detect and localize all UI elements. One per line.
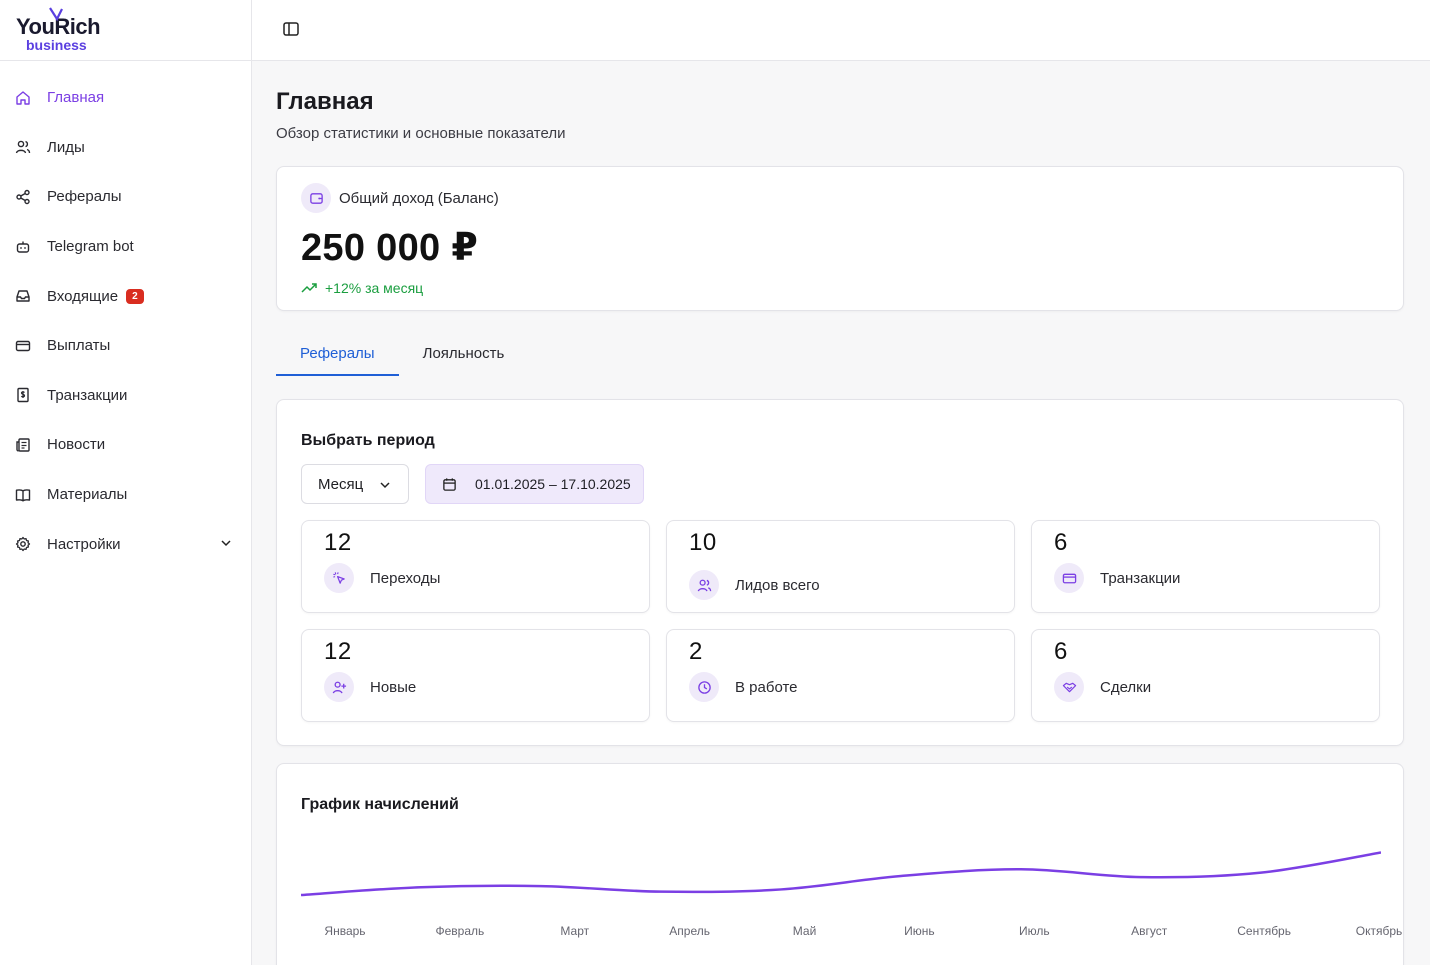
balance-value: 250 000 ₽ xyxy=(301,227,479,269)
topbar xyxy=(252,0,1430,61)
series-line xyxy=(301,851,1381,897)
sidebar-item-label: Главная xyxy=(47,89,105,107)
cursor-click-icon xyxy=(324,563,354,593)
x-tick-label: Март xyxy=(560,924,590,938)
stat-value: 2 xyxy=(689,638,703,665)
x-tick-label: Май xyxy=(792,924,817,938)
chart-card: График начислений Январь Февраль Март Апрел… xyxy=(276,763,1404,965)
sidebar-item-label: Рефералы xyxy=(47,188,122,206)
home-icon xyxy=(15,90,31,106)
period-card: Выбрать период Месяц 01.01.2025 – 17.10.… xyxy=(276,399,1404,746)
sidebar-item-label: Лиды xyxy=(47,138,85,156)
x-tick-label: Август xyxy=(1131,924,1168,938)
sidebar-item-newspaper[interactable]: Новости xyxy=(0,420,251,470)
handshake-icon xyxy=(1054,672,1084,702)
user-plus-icon xyxy=(324,672,354,702)
sidebar-item-home[interactable]: Главная xyxy=(0,73,251,123)
stat-value: 12 xyxy=(324,529,352,556)
inbox-icon xyxy=(15,288,31,304)
sidebar-item-label: Транзакции xyxy=(47,386,128,404)
logo-mark-icon xyxy=(49,7,63,22)
sidebar: YouRich business Главная Лиды Рефералы Tele… xyxy=(0,0,252,965)
stat-card: 12 Новые xyxy=(301,629,650,722)
credit-card-icon xyxy=(1054,563,1084,593)
main-content: Главная Обзор статистики и основные пока… xyxy=(276,61,1404,965)
x-axis-labels: Январь Февраль Март Апрель Май Июнь Июль Август… xyxy=(301,924,1402,940)
sidebar-item-receipt[interactable]: Транзакции xyxy=(0,371,251,421)
sidebar-item-label: Материалы xyxy=(47,486,128,504)
stat-value: 12 xyxy=(324,638,352,665)
date-range-value: 01.01.2025 – 17.10.2025 xyxy=(475,476,631,492)
x-tick-label: Апрель xyxy=(669,924,711,938)
logo[interactable]: YouRich business xyxy=(0,0,251,61)
gear-icon xyxy=(15,536,31,552)
stat-label: Переходы xyxy=(370,569,441,587)
wallet-icon xyxy=(301,183,331,213)
sidebar-item-users[interactable]: Лиды xyxy=(0,123,251,173)
chart-title: График начислений xyxy=(301,796,459,813)
sidebar-item-book[interactable]: Материалы xyxy=(0,470,251,520)
tab-referrals[interactable]: Рефералы xyxy=(276,333,399,376)
sidebar-item-label: Входящие xyxy=(47,287,119,305)
stat-label: Транзакции xyxy=(1100,569,1181,587)
period-select[interactable]: Месяц xyxy=(301,464,409,504)
chevron-down-icon xyxy=(380,482,390,489)
sidebar-item-inbox[interactable]: Входящие 2 xyxy=(0,271,251,321)
stat-card: 6 Сделки xyxy=(1031,629,1380,722)
sidebar-nav: Главная Лиды Рефералы Telegram bot Входящие 2… xyxy=(0,61,251,569)
x-tick-label: Январь xyxy=(324,924,366,938)
tab-loyalty[interactable]: Лояльность xyxy=(422,345,505,362)
date-range-picker[interactable]: 01.01.2025 – 17.10.2025 xyxy=(425,464,644,504)
share-icon xyxy=(15,189,31,205)
stat-label: Новые xyxy=(370,678,417,696)
page-title: Главная xyxy=(276,88,374,115)
users-icon xyxy=(15,139,31,155)
sidebar-toggle-icon[interactable] xyxy=(282,20,300,38)
sidebar-item-gear[interactable]: Настройки xyxy=(0,519,251,569)
page-subtitle: Обзор статистики и основные показатели xyxy=(276,125,566,142)
stat-label: Лидов всего xyxy=(735,576,820,594)
balance-growth: +12% за месяц xyxy=(325,280,424,296)
stat-card: 12 Переходы xyxy=(301,520,650,613)
sidebar-item-label: Настройки xyxy=(47,535,121,553)
trending-up-icon xyxy=(301,283,317,293)
stat-card: 6 Транзакции xyxy=(1031,520,1380,613)
stat-card: 10 Лидов всего xyxy=(666,520,1015,613)
tabs: Рефералы Лояльность xyxy=(276,333,1404,376)
stats-grid: 12 Переходы 10 Лидов всего 6 Транзакции 12 Новы… xyxy=(301,520,1380,722)
period-title: Выбрать период xyxy=(301,432,435,449)
balance-label: Общий доход (Баланс) xyxy=(339,189,499,207)
clock-icon xyxy=(689,672,719,702)
book-icon xyxy=(15,487,31,503)
calendar-icon xyxy=(443,477,456,491)
x-tick-label: Сентябрь xyxy=(1237,924,1291,938)
balance-card: Общий доход (Баланс) 250 000 ₽ +12% за м… xyxy=(276,166,1404,311)
sidebar-item-credit-card[interactable]: Выплаты xyxy=(0,321,251,371)
sidebar-item-bot[interactable]: Telegram bot xyxy=(0,222,251,272)
stat-card: 2 В работе xyxy=(666,629,1015,722)
sidebar-item-share[interactable]: Рефералы xyxy=(0,172,251,222)
x-tick-label: Октябрь xyxy=(1355,924,1403,938)
stat-value: 6 xyxy=(1054,529,1068,556)
chevron-down-icon[interactable] xyxy=(219,536,233,550)
x-tick-label: Июль xyxy=(1019,924,1050,938)
accruals-chart xyxy=(301,851,1381,897)
users-icon xyxy=(689,570,719,600)
bot-icon xyxy=(15,239,31,255)
x-tick-label: Июнь xyxy=(904,924,935,938)
period-select-value: Месяц xyxy=(318,475,364,493)
logo-sub: business xyxy=(26,37,87,53)
unread-badge: 2 xyxy=(126,288,144,304)
x-tick-label: Февраль xyxy=(435,924,485,938)
stat-value: 6 xyxy=(1054,638,1068,665)
credit-card-icon xyxy=(15,338,31,354)
newspaper-icon xyxy=(15,437,31,453)
stat-label: Сделки xyxy=(1100,678,1152,696)
sidebar-item-label: Новости xyxy=(47,436,106,454)
stat-label: В работе xyxy=(735,678,798,696)
sidebar-item-label: Выплаты xyxy=(47,337,111,355)
receipt-icon xyxy=(15,387,31,403)
sidebar-item-label: Telegram bot xyxy=(47,238,134,256)
stat-value: 10 xyxy=(689,529,717,556)
